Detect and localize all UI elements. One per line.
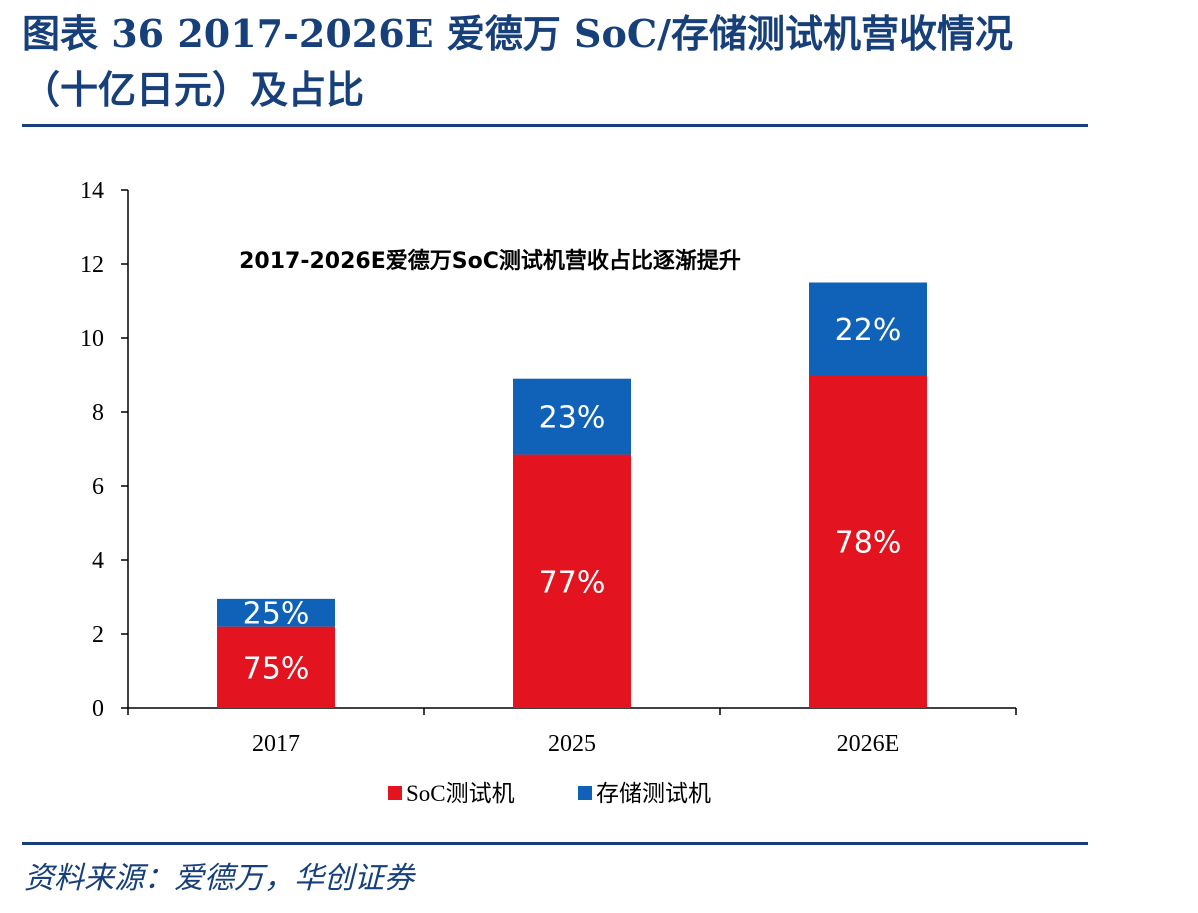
x-tick-label: 2017 bbox=[252, 731, 300, 757]
y-tick-label: 0 bbox=[92, 696, 104, 722]
y-tick-label: 12 bbox=[80, 252, 104, 278]
bar-data-label: 25% bbox=[243, 597, 310, 632]
legend-swatch bbox=[578, 786, 592, 800]
y-tick-label: 4 bbox=[92, 548, 104, 574]
y-tick-label: 2 bbox=[92, 622, 104, 648]
legend-label: 存储测试机 bbox=[596, 781, 711, 806]
bar-segment bbox=[513, 378, 631, 455]
bar-segment bbox=[809, 375, 927, 708]
bar-data-label: 78% bbox=[835, 526, 902, 561]
bar-segment bbox=[513, 454, 631, 708]
y-tick-label: 6 bbox=[92, 474, 104, 500]
x-tick-label: 2025 bbox=[548, 731, 596, 757]
title-divider bbox=[22, 124, 1088, 127]
bar-segment bbox=[217, 598, 335, 627]
title-line-2: （十亿日元）及占比 bbox=[22, 67, 365, 112]
title-line-1: 图表 36 2017-2026E 爱德万 SoC/存储测试机营收情况 bbox=[22, 11, 1013, 56]
footer-divider bbox=[22, 842, 1088, 845]
source-note: 资料来源：爱德万，华创证券 bbox=[24, 861, 414, 896]
bar-data-label: 75% bbox=[243, 651, 310, 686]
x-tick-label: 2026E bbox=[837, 731, 900, 757]
chart-legend: SoC测试机 存储测试机 bbox=[388, 781, 711, 806]
bar-data-label: 23% bbox=[539, 401, 606, 436]
chart-bars: 75% 25% 77% 23% 78% 22% bbox=[217, 282, 927, 708]
legend-swatch bbox=[388, 786, 402, 800]
y-tick-label: 10 bbox=[80, 326, 104, 352]
chart-axes: 0 2 4 6 8 10 12 14 2017 2025 2026E bbox=[80, 178, 1017, 757]
legend-label: SoC测试机 bbox=[406, 781, 515, 806]
chart-annotation: 2017-2026E爱德万SoC测试机营收占比逐渐提升 bbox=[239, 248, 741, 274]
bar-data-label: 22% bbox=[835, 313, 902, 348]
bar-data-label: 77% bbox=[539, 565, 606, 600]
figure-title: 图表 36 2017-2026E 爱德万 SoC/存储测试机营收情况 （十亿日元… bbox=[22, 6, 1102, 118]
bar-segment bbox=[809, 282, 927, 375]
y-tick-label: 8 bbox=[92, 400, 104, 426]
y-tick-label: 14 bbox=[80, 178, 104, 204]
bar-segment bbox=[217, 626, 335, 708]
